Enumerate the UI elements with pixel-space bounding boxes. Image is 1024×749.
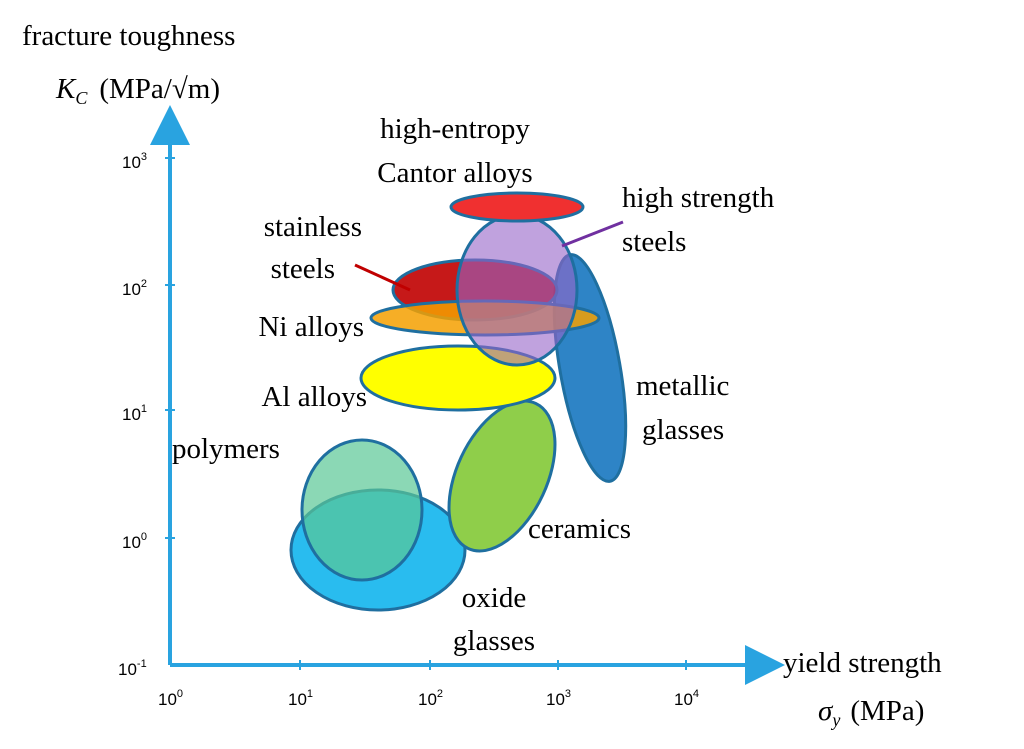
region-label: Ni alloys	[258, 311, 364, 343]
x-tick-label: 102	[418, 688, 443, 709]
ceramics-region	[447, 399, 557, 553]
y-axis-title: fracture toughness	[22, 20, 235, 52]
x-tick-label: 100	[158, 688, 183, 709]
x-tick-label: 104	[674, 688, 699, 709]
pointer	[354, 263, 411, 292]
x-axis-quantity: σy (MPa)	[818, 695, 924, 730]
region-label: steels	[622, 226, 686, 258]
pointer	[561, 220, 624, 248]
region-label: high strength	[622, 182, 775, 214]
y-tick-label: 103	[122, 151, 147, 172]
y-axis-quantity: KC (MPa/√m)	[55, 73, 220, 108]
region-label: steels	[271, 253, 335, 285]
region-label: metallic	[636, 370, 729, 402]
high-strength-steels-region	[455, 213, 579, 367]
region-label: glasses	[453, 625, 535, 657]
region-label: glasses	[642, 414, 724, 446]
cantor-alloys-region	[449, 191, 585, 223]
ticks	[165, 157, 687, 670]
region-label: polymers	[172, 433, 280, 465]
region-label: high-entropy	[380, 113, 530, 145]
region-label: Al alloys	[261, 381, 367, 413]
x-axis-title: yield strength	[783, 647, 942, 679]
x-tick-label: 103	[546, 688, 571, 709]
region-label: ceramics	[528, 513, 631, 545]
y-tick-label: 102	[122, 278, 147, 299]
region-label: oxide	[462, 582, 526, 614]
polymers-region	[300, 438, 424, 582]
y-tick-label: 101	[122, 403, 147, 424]
y-tick-label: 10-1	[118, 658, 147, 679]
region-label: Cantor alloys	[377, 157, 532, 189]
region-label: stainless	[264, 211, 362, 243]
x-tick-label: 101	[288, 688, 313, 709]
y-tick-label: 100	[122, 531, 147, 552]
